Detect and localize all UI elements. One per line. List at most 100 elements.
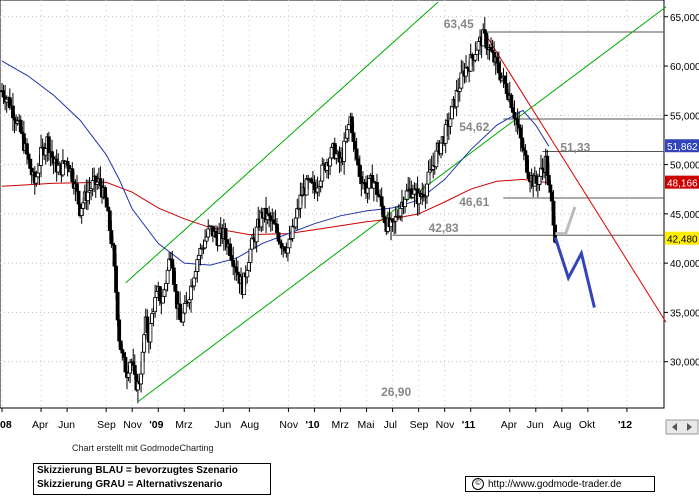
candle-body <box>34 176 39 184</box>
candle-body <box>318 180 323 187</box>
price-box-label: 42,480 <box>667 235 698 246</box>
candle-body <box>459 72 464 89</box>
x-tick-label: Aug <box>240 419 259 431</box>
candle-body <box>476 41 481 51</box>
x-tick-label: Mrz <box>175 419 193 431</box>
candle-body <box>546 175 551 186</box>
candle-body <box>154 290 159 298</box>
scroll-right-icon <box>687 423 692 431</box>
candle-body <box>196 254 201 260</box>
candle-body <box>351 132 356 142</box>
candle-body <box>39 146 43 166</box>
level-label: 42,83 <box>429 221 459 235</box>
candle-body <box>357 164 362 177</box>
candle-body <box>404 190 409 200</box>
candle-body <box>25 143 29 155</box>
candle-body <box>512 111 517 119</box>
y-tick-label: 45,000 <box>670 210 699 221</box>
candle-body <box>298 194 303 209</box>
level-label: 51,33 <box>560 140 590 154</box>
candle-body <box>109 230 114 245</box>
candle-body <box>11 105 15 119</box>
candle-body <box>145 316 150 334</box>
x-tick-label: Jun <box>214 419 231 431</box>
x-tick-label: Jun <box>527 419 544 431</box>
candle-body <box>410 193 415 198</box>
candle-body <box>117 319 122 342</box>
candle-body <box>448 118 453 127</box>
candle-body <box>345 129 350 139</box>
x-tick-label: Nov <box>436 419 455 431</box>
candle-body <box>510 107 515 113</box>
candle-body <box>86 191 90 202</box>
candle <box>118 340 123 351</box>
candle-body <box>65 161 70 166</box>
candle-body <box>192 277 197 287</box>
candle-body <box>484 32 489 49</box>
website-url[interactable]: http://www.godmode-trader.de <box>488 479 622 490</box>
candle-body <box>350 116 354 134</box>
candle-body <box>112 244 117 267</box>
candle-body <box>126 372 131 378</box>
candle-body <box>165 269 170 284</box>
candle-body <box>315 187 320 193</box>
candle-body <box>443 123 448 144</box>
scenario-legend: Skizzierung BLAU = bevorzugtes Szenario … <box>33 463 271 495</box>
candle-body <box>231 259 236 267</box>
candle-body <box>534 175 539 184</box>
candle-body <box>425 183 429 197</box>
candle-body <box>50 151 54 158</box>
price-box <box>665 139 699 153</box>
legend-blue-scenario: Skizzierung BLAU = bevorzugtes Szenario <box>37 465 238 476</box>
y-tick-label: 60,000 <box>670 62 699 73</box>
candle-body <box>167 258 172 271</box>
candle-body <box>139 373 143 385</box>
level-label: 63,45 <box>444 17 474 31</box>
candle-body <box>379 196 384 207</box>
candle-body <box>509 94 514 109</box>
candle-body <box>142 334 147 353</box>
candle-body <box>140 351 145 375</box>
candle-body <box>120 349 125 354</box>
candle-body <box>98 178 103 187</box>
scroll-left-icon <box>672 423 677 431</box>
candle-body <box>551 200 556 226</box>
ma-red-line <box>1 178 549 236</box>
candle-body <box>76 190 81 205</box>
candle-body <box>426 171 431 185</box>
candle-body <box>106 206 111 212</box>
y-tick-label: 65,000 <box>670 13 699 24</box>
candle-body <box>70 168 75 182</box>
candle-body <box>545 155 550 176</box>
candle-body <box>234 266 239 273</box>
candle-body <box>312 182 317 191</box>
candle-body <box>214 230 218 238</box>
candle-body <box>320 164 325 182</box>
candle-body <box>475 49 479 55</box>
candle-body <box>204 236 209 242</box>
candle-body <box>170 259 175 269</box>
candle-body <box>128 361 133 374</box>
candle-body <box>403 198 407 208</box>
grid-lines <box>0 0 664 408</box>
candle-body <box>114 265 118 293</box>
y-tick-label: 50,000 <box>670 161 699 172</box>
candle-body <box>217 233 222 246</box>
candle-body <box>398 207 403 217</box>
candle-body <box>482 29 487 34</box>
candle-body <box>375 182 379 195</box>
candle-body <box>286 247 290 254</box>
candle-body <box>26 153 31 160</box>
website-link[interactable]: © http://www.godmode-trader.de <box>465 476 655 492</box>
candle-body <box>118 340 123 350</box>
candle-body <box>228 243 233 256</box>
candle-body <box>457 87 462 92</box>
candle-body <box>107 210 112 231</box>
x-tick-label: Okt <box>579 419 595 431</box>
candle-body <box>171 267 176 285</box>
downtrend-line <box>483 31 667 323</box>
moving-averages <box>1 60 550 266</box>
price-box <box>665 175 699 189</box>
candle-body <box>495 56 500 64</box>
